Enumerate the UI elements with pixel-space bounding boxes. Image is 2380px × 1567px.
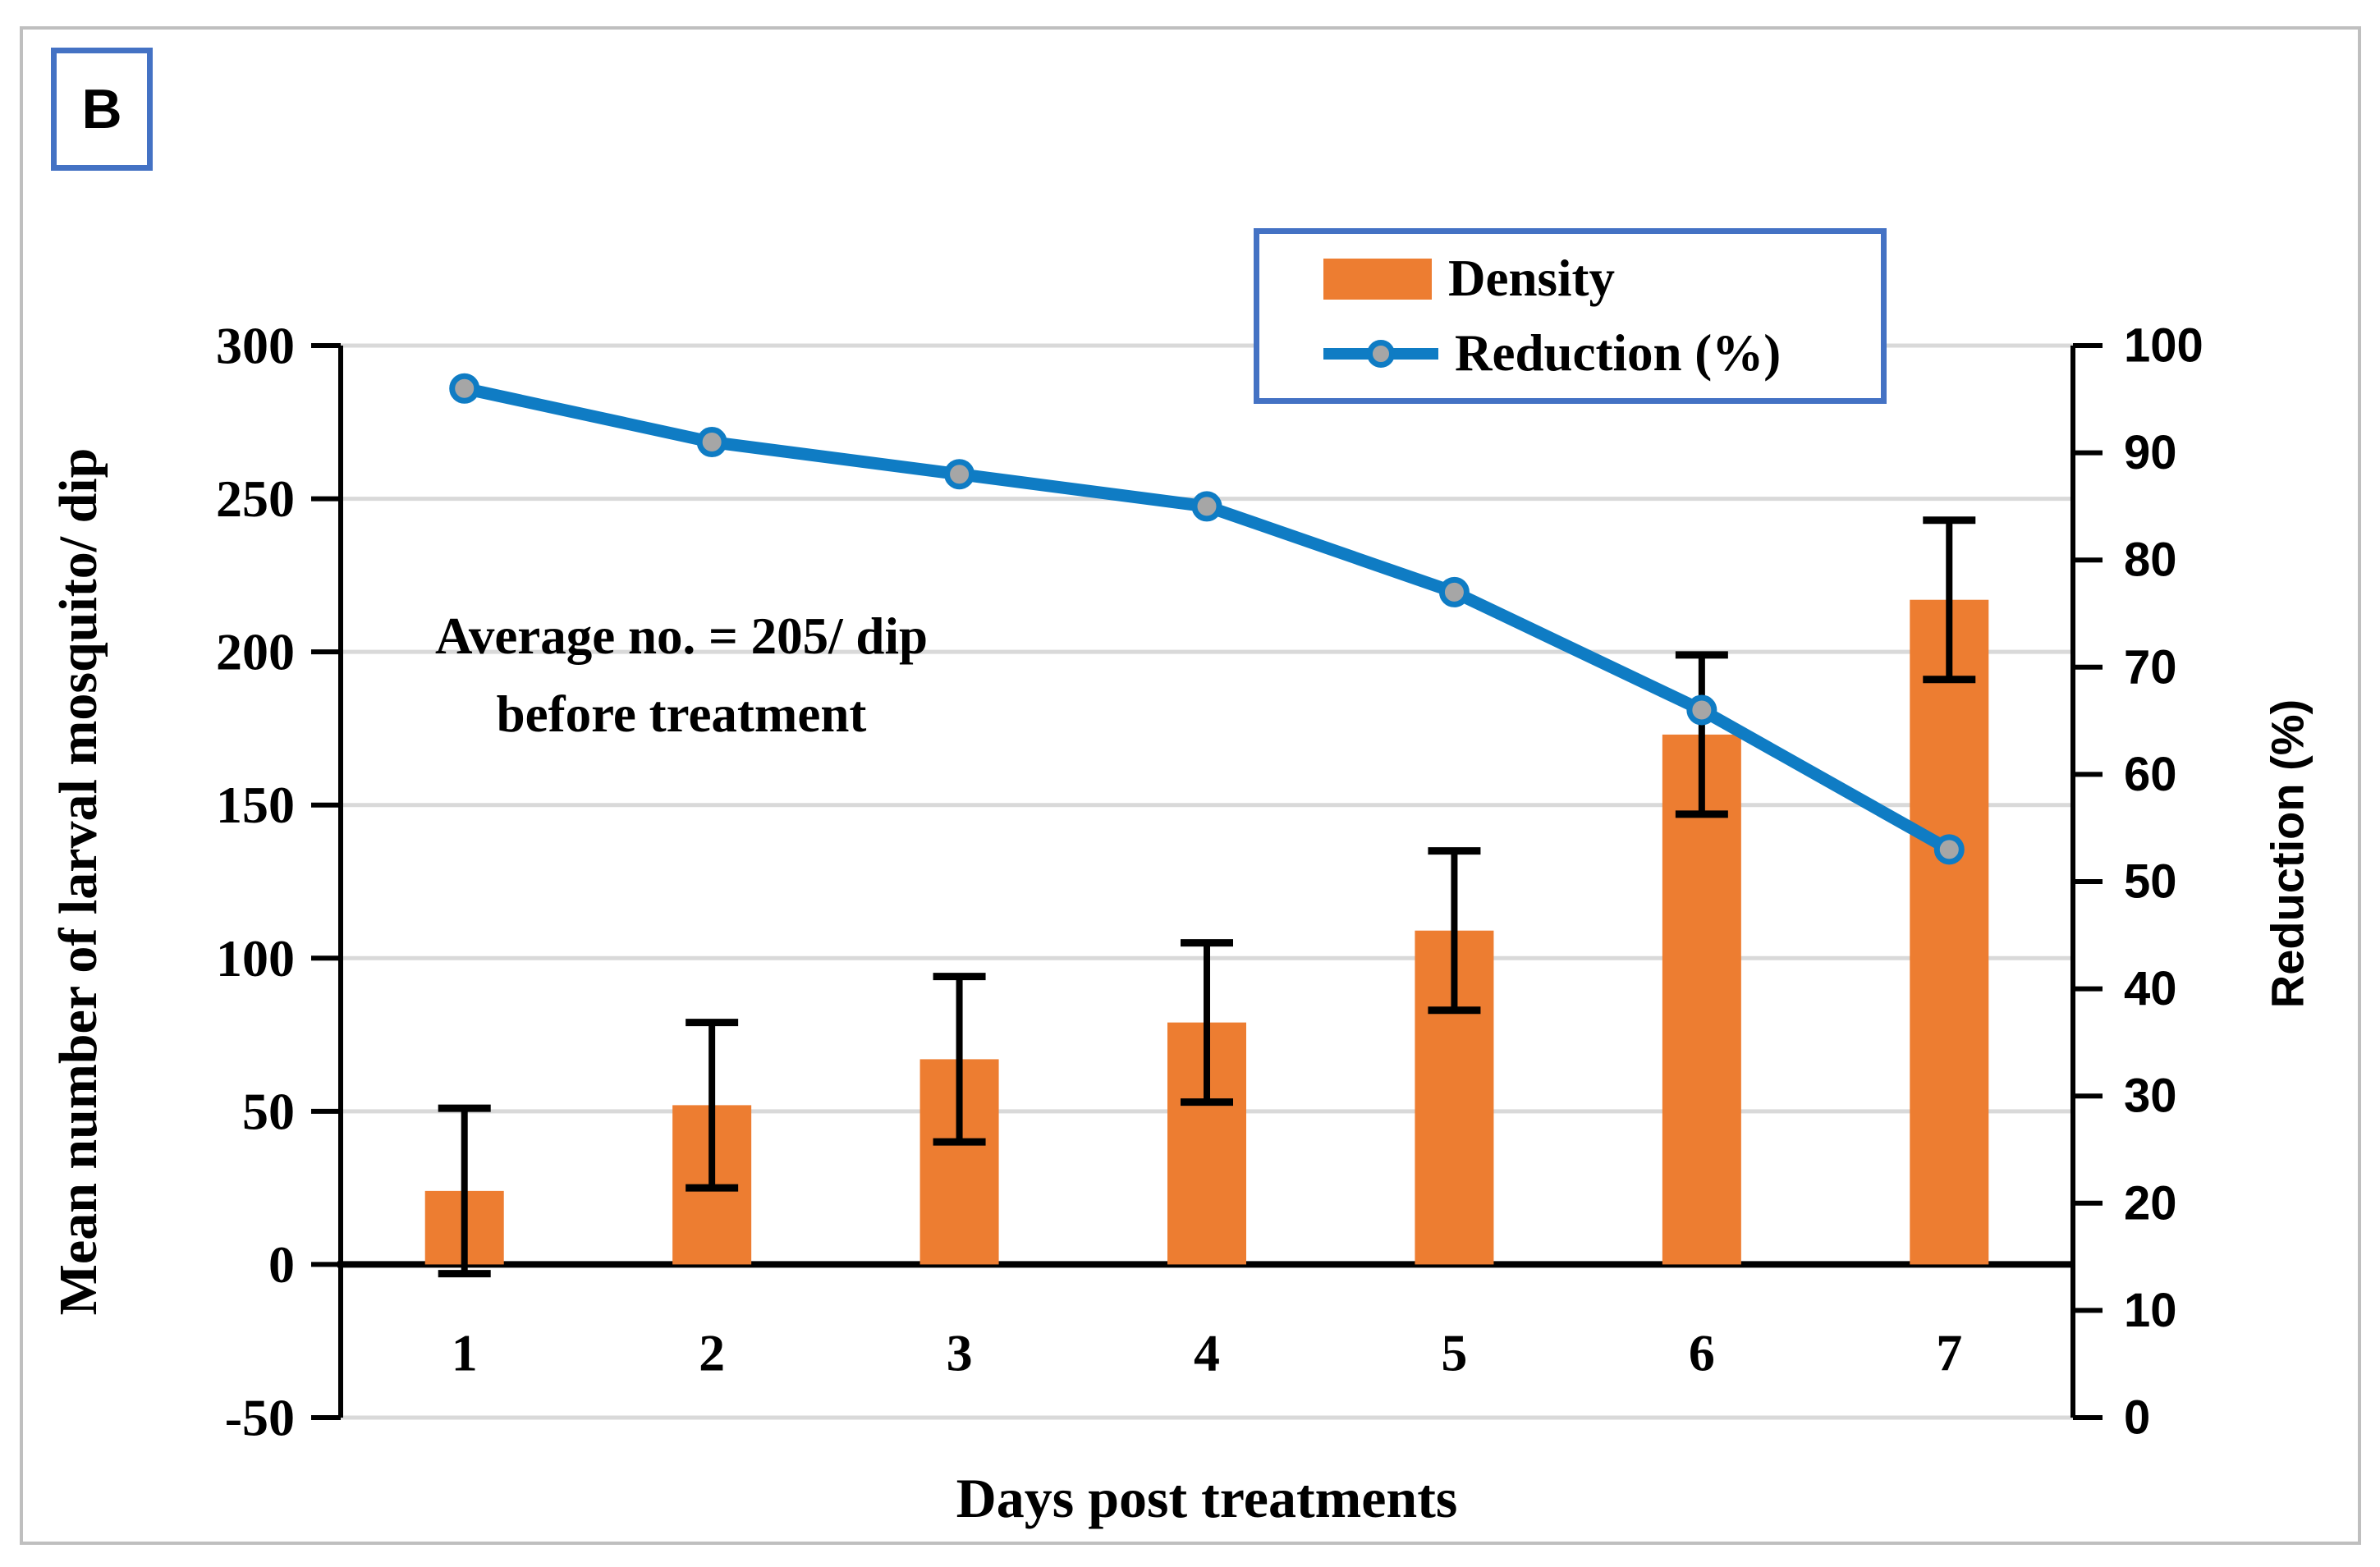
annotation-line-2: before treatment <box>496 685 867 743</box>
y-right-tick-label: 30 <box>2124 1070 2177 1123</box>
x-tick-label-5: 5 <box>1441 1324 1467 1382</box>
reduction-marker-day-5 <box>1438 576 1470 607</box>
legend-item-reduction: Reduction (%) <box>1323 323 1881 383</box>
y-left-tick-label: 200 <box>216 623 295 681</box>
reduction-marker-day-4 <box>1191 491 1222 522</box>
y-left-tick-label: -50 <box>225 1389 295 1447</box>
y-right-axis-title: Reduction (%) <box>2261 699 2314 1009</box>
y-left-tick-label: 150 <box>216 776 295 834</box>
annotation: Average no. = 205/ dip before treatment <box>435 598 928 754</box>
x-tick-label-6: 6 <box>1689 1324 1715 1382</box>
reduction-marker-icon <box>1367 339 1395 368</box>
density-bar-day-6 <box>1662 734 1741 1265</box>
reduction-marker-day-7 <box>1933 834 1965 865</box>
legend-reduction-label: Reduction (%) <box>1455 324 1782 382</box>
y-right-tick-label: 70 <box>2124 640 2177 694</box>
reduction-marker-day-1 <box>449 373 480 404</box>
x-tick-label-4: 4 <box>1194 1324 1220 1382</box>
legend-density-label: Density <box>1448 250 1615 307</box>
density-bar-day-7 <box>1910 599 1989 1265</box>
y-left-tick-label: 100 <box>216 929 295 987</box>
y-right-tick-label: 80 <box>2124 534 2177 587</box>
y-right-tick-label: 60 <box>2124 748 2177 801</box>
y-left-tick-label: 0 <box>268 1235 295 1294</box>
x-tick-label-3: 3 <box>947 1324 973 1382</box>
y-left-tick-label: 50 <box>242 1082 295 1140</box>
x-tick-label-7: 7 <box>1936 1324 1962 1382</box>
x-tick-label-1: 1 <box>452 1324 478 1382</box>
density-swatch-icon <box>1323 258 1432 300</box>
reduction-marker-day-3 <box>944 459 975 490</box>
y-right-tick-label: 100 <box>2124 319 2203 373</box>
reduction-marker-day-2 <box>696 427 727 458</box>
reduction-marker-day-6 <box>1686 694 1717 726</box>
annotation-line-1: Average no. = 205/ dip <box>435 607 928 665</box>
y-right-tick-label: 90 <box>2124 426 2177 479</box>
y-right-tick-label: 20 <box>2124 1176 2177 1230</box>
y-right-tick-label: 10 <box>2124 1284 2177 1337</box>
legend-item-density: Density <box>1323 249 1881 309</box>
legend: Density Reduction (%) <box>1254 228 1887 404</box>
panel-label: B <box>81 78 122 140</box>
y-right-tick-label: 40 <box>2124 962 2177 1015</box>
x-axis-title: Days post treatments <box>956 1467 1458 1529</box>
y-left-axis-title: Mean number of larval mosquito/ dip <box>48 447 108 1316</box>
panel-label-box: B <box>51 48 153 171</box>
reduction-line-icon <box>1323 333 1438 374</box>
figure-border <box>20 26 2361 1545</box>
x-tick-label-2: 2 <box>699 1324 725 1382</box>
y-left-tick-label: 300 <box>216 317 295 375</box>
y-right-tick-label: 0 <box>2124 1391 2150 1445</box>
y-right-tick-label: 50 <box>2124 855 2177 909</box>
y-left-tick-label: 250 <box>216 470 295 528</box>
